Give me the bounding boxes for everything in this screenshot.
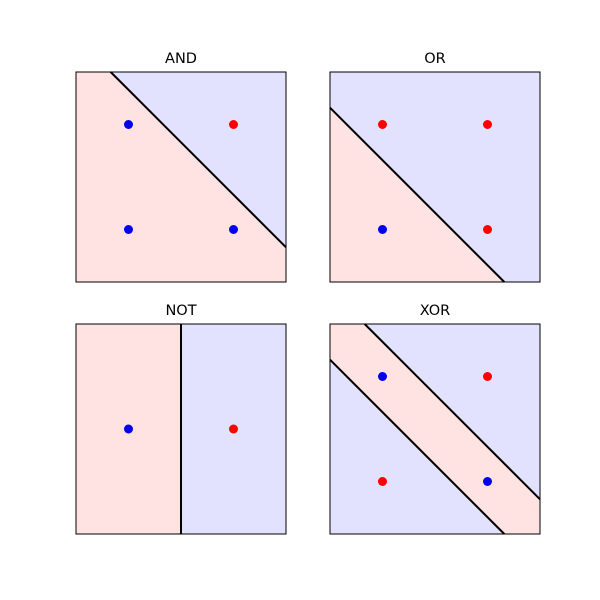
axes-frame — [75, 71, 287, 283]
data-point-red — [229, 120, 238, 129]
axes-frame — [75, 323, 287, 535]
decision-boundary-0 — [109, 71, 287, 249]
data-point-blue — [378, 372, 387, 381]
panel-not: NOT — [75, 303, 287, 535]
data-point-blue — [378, 225, 387, 234]
panel-title: OR — [424, 51, 446, 67]
data-point-blue — [229, 225, 238, 234]
decision-boundary-0 — [329, 106, 506, 283]
panel-title: XOR — [420, 303, 451, 319]
data-point-red — [483, 372, 492, 381]
panel-xor: XOR — [329, 303, 541, 535]
panel-and: AND — [75, 51, 287, 283]
data-point-red — [229, 424, 238, 434]
data-point-blue — [124, 120, 133, 129]
panel-title: AND — [165, 51, 197, 67]
data-point-red — [378, 120, 387, 129]
axes-frame — [329, 71, 541, 283]
decision-boundary-0 — [329, 358, 506, 535]
axes-frame — [329, 323, 541, 535]
data-point-blue — [483, 477, 492, 486]
data-point-blue — [124, 424, 133, 434]
panel-or: OR — [329, 51, 541, 283]
data-point-red — [483, 120, 492, 129]
panel-title: NOT — [165, 303, 196, 319]
decision-boundary-1 — [363, 323, 541, 501]
data-point-red — [378, 477, 387, 486]
data-point-red — [483, 225, 492, 234]
data-point-blue — [124, 225, 133, 234]
